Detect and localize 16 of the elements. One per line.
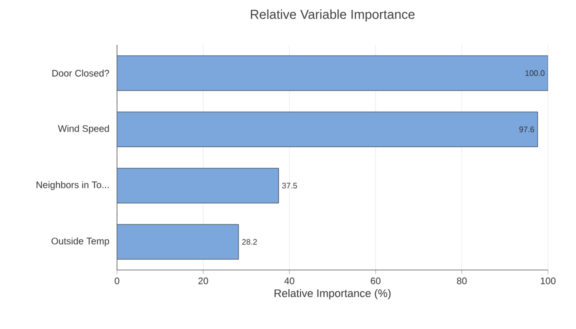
x-tick-label: 100 <box>540 278 556 284</box>
bar <box>117 112 538 148</box>
bar <box>117 168 279 204</box>
bar <box>117 55 548 91</box>
x-axis-title: Relative Importance (%) <box>274 289 391 300</box>
bar <box>117 224 239 260</box>
x-tick-label: 80 <box>456 278 467 284</box>
x-tick-label: 40 <box>284 278 294 284</box>
x-tick-label: 60 <box>370 278 380 284</box>
y-tick-label: Door Closed? <box>52 70 110 77</box>
y-tick-label: Wind Speed <box>58 124 109 134</box>
chart-title: Relative Variable Importance <box>250 9 415 22</box>
y-tick-label: Neighbors in To... <box>36 181 109 190</box>
y-tick-label: Outside Temp <box>52 237 110 246</box>
x-tick-label: 20 <box>198 278 208 284</box>
x-tick-label: 0 <box>114 278 120 284</box>
